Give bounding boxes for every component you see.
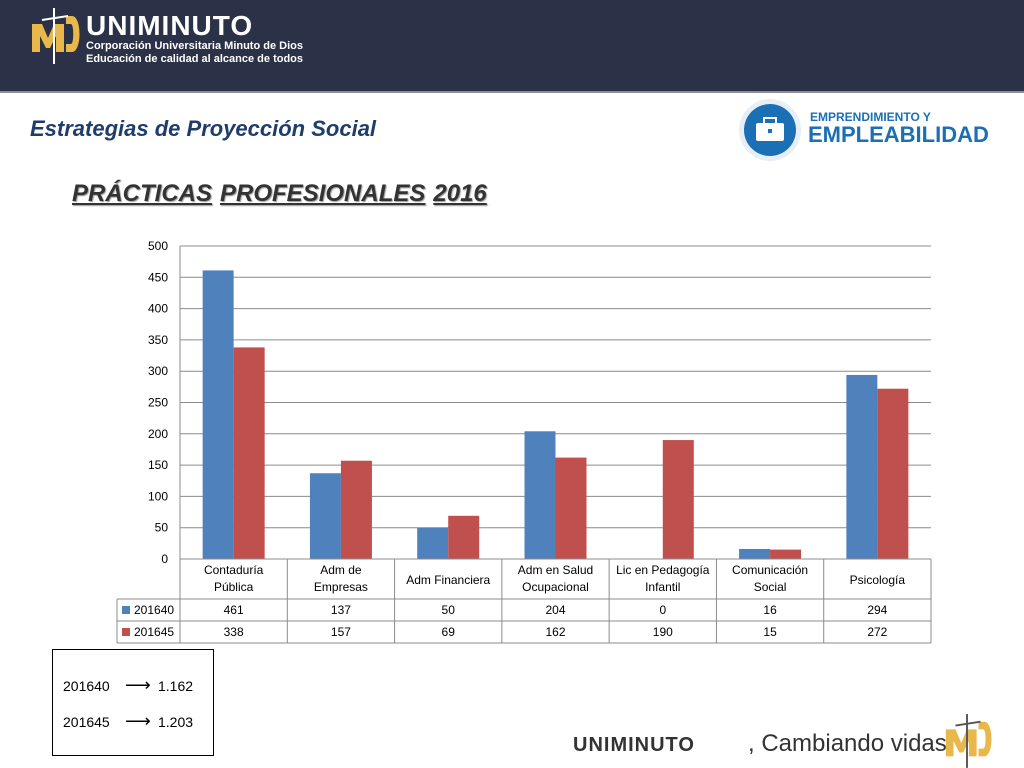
y-tick-label: 350 bbox=[148, 333, 168, 347]
x-tick-label: Adm en Salud bbox=[518, 563, 593, 577]
bar bbox=[417, 527, 449, 559]
x-tick-label: Adm de bbox=[320, 563, 362, 577]
legend-label: 201640 bbox=[134, 603, 174, 617]
y-tick-label: 50 bbox=[155, 521, 169, 535]
page-title-word: PROFESIONALES bbox=[220, 180, 426, 207]
badge-line-1: EMPRENDIMIENTO Y bbox=[810, 110, 931, 124]
header-band: UNIMINUTO Corporación Universitaria Minu… bbox=[0, 0, 1024, 93]
md-logo-icon bbox=[945, 714, 992, 768]
y-tick-label: 300 bbox=[148, 364, 168, 378]
bar bbox=[202, 270, 234, 559]
data-label: 137 bbox=[331, 603, 351, 617]
bar bbox=[340, 460, 372, 559]
x-tick-label: Adm Financiera bbox=[406, 573, 490, 587]
x-tick-label: Psicología bbox=[850, 573, 906, 587]
bar bbox=[309, 473, 341, 559]
totals-code: 201640 bbox=[63, 678, 110, 694]
page-title-word: 2016 bbox=[433, 180, 487, 207]
bar bbox=[770, 549, 802, 559]
x-tick-label: Lic en Pedagogía bbox=[616, 563, 710, 577]
x-tick-label: Empresas bbox=[314, 580, 368, 594]
data-label: 15 bbox=[763, 625, 777, 639]
data-label: 0 bbox=[659, 603, 666, 617]
totals-box: 201640 ⟶ 1.162 201645 ⟶ 1.203 bbox=[52, 649, 214, 756]
totals-value: 1.162 bbox=[158, 678, 194, 694]
page-title-word: PRÁCTICAS bbox=[72, 180, 213, 207]
logo-subtagline: Educación de calidad al alcance de todos bbox=[86, 53, 304, 65]
footer-slogan: , Cambiando vidas bbox=[748, 730, 947, 757]
briefcase-icon bbox=[739, 99, 801, 161]
md-logo-icon bbox=[32, 8, 80, 64]
x-tick-label: Social bbox=[754, 580, 787, 594]
data-label: 69 bbox=[442, 625, 456, 639]
bar bbox=[555, 457, 587, 559]
data-label: 162 bbox=[545, 625, 565, 639]
page-title: PRÁCTICAS PROFESIONALES 2016 bbox=[72, 180, 495, 208]
bar bbox=[524, 431, 556, 559]
y-tick-label: 500 bbox=[148, 239, 168, 253]
bar bbox=[233, 347, 265, 559]
totals-code: 201645 bbox=[63, 714, 110, 730]
bar bbox=[739, 548, 771, 559]
data-label: 272 bbox=[867, 625, 887, 639]
bar bbox=[877, 388, 909, 559]
data-label: 190 bbox=[653, 625, 673, 639]
data-label: 50 bbox=[442, 603, 456, 617]
bar bbox=[448, 515, 480, 559]
logo-name: UNIMINUTO bbox=[86, 10, 254, 41]
y-tick-label: 150 bbox=[148, 458, 168, 472]
y-tick-label: 400 bbox=[148, 302, 168, 316]
section-title: Estrategias de Proyección Social bbox=[30, 116, 377, 141]
x-tick-label: Comunicación bbox=[732, 563, 808, 577]
y-tick-label: 0 bbox=[161, 552, 168, 566]
y-tick-label: 250 bbox=[148, 396, 168, 410]
totals-value: 1.203 bbox=[158, 714, 194, 730]
legend-label: 201645 bbox=[134, 625, 174, 639]
y-tick-label: 100 bbox=[148, 489, 168, 503]
arrow-right-icon: ⟶ bbox=[125, 675, 151, 695]
bar bbox=[846, 374, 878, 559]
data-label: 204 bbox=[545, 603, 565, 617]
legend-swatch bbox=[122, 606, 130, 614]
x-tick-label: Infantil bbox=[645, 580, 680, 594]
legend-swatch bbox=[122, 628, 130, 636]
x-tick-label: Ocupacional bbox=[522, 580, 589, 594]
bar bbox=[662, 440, 694, 559]
x-tick-label: Contaduría bbox=[204, 563, 264, 577]
data-label: 157 bbox=[331, 625, 351, 639]
data-label: 338 bbox=[224, 625, 244, 639]
logo-tagline: Corporación Universitaria Minuto de Dios bbox=[86, 40, 303, 52]
data-label: 461 bbox=[224, 603, 244, 617]
footer-name: UNIMINUTO bbox=[573, 734, 695, 756]
data-label: 294 bbox=[867, 603, 887, 617]
data-label: 16 bbox=[763, 603, 777, 617]
y-tick-label: 200 bbox=[148, 427, 168, 441]
y-tick-label: 450 bbox=[148, 270, 168, 284]
x-tick-label: Pública bbox=[214, 580, 254, 594]
arrow-right-icon: ⟶ bbox=[125, 711, 151, 731]
badge-line-2: EMPLEABILIDAD bbox=[808, 122, 989, 147]
